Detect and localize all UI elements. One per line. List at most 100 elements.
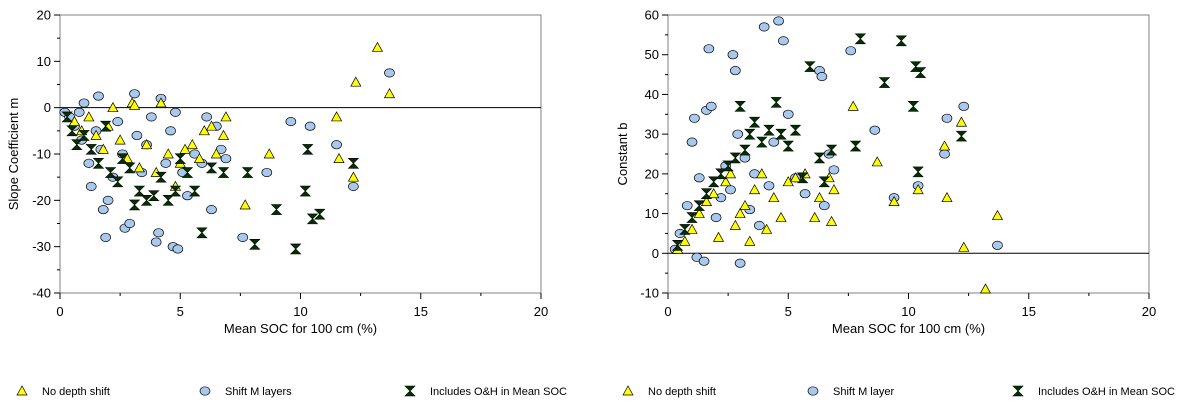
data-point-bowtie <box>748 116 761 128</box>
data-point-circle <box>703 44 715 54</box>
data-point-triangle <box>107 101 119 113</box>
data-point-bowtie <box>955 130 968 142</box>
y-tick-label: 10 <box>645 206 659 221</box>
data-point-bowtie <box>789 124 802 136</box>
y-tick-label: 40 <box>645 87 659 102</box>
data-point-triangle <box>333 152 345 163</box>
series-bowtie <box>61 111 360 255</box>
data-point-circle <box>165 126 176 136</box>
data-point-bowtie <box>314 208 326 220</box>
data-point-triangle <box>756 168 768 179</box>
x-tick-label: 5 <box>785 304 792 319</box>
data-point-bowtie <box>306 213 319 225</box>
data-point-circle <box>799 189 811 199</box>
data-point-triangle <box>938 140 951 151</box>
data-point-bowtie <box>347 157 360 169</box>
data-point-triangle <box>217 129 230 140</box>
data-point-circle <box>939 149 950 159</box>
y-tick-label: -10 <box>32 147 51 162</box>
data-point-circle <box>384 68 395 78</box>
data-point-circle <box>681 201 693 211</box>
data-point-circle <box>100 232 112 242</box>
data-point-circle <box>160 158 172 168</box>
data-point-circle <box>150 237 162 247</box>
data-point-circle <box>331 140 342 150</box>
data-point-circle <box>782 109 794 119</box>
data-point-triangle <box>383 88 396 99</box>
data-point-triangle <box>724 168 737 179</box>
data-point-triangle <box>128 99 141 110</box>
data-point-triangle <box>789 172 802 183</box>
y-tick-label: 20 <box>37 8 51 23</box>
x-tick-label: 20 <box>1142 304 1156 319</box>
data-point-triangle <box>622 385 634 396</box>
data-point-circle <box>693 173 705 183</box>
data-point-circle <box>686 137 698 147</box>
y-tick-label: 60 <box>645 8 659 23</box>
data-point-circle <box>705 101 717 111</box>
data-point-circle <box>727 50 739 60</box>
data-point-bowtie <box>174 153 186 164</box>
y-tick-label: 30 <box>645 127 659 142</box>
data-point-triangle <box>330 111 343 122</box>
plot-area-frame <box>667 14 1150 294</box>
data-point-circle <box>732 129 744 139</box>
data-point-triangle <box>912 184 924 195</box>
data-point-triangle <box>90 129 102 140</box>
data-point-triangle <box>979 283 992 294</box>
data-point-bowtie <box>404 385 416 397</box>
data-point-bowtie <box>92 157 105 169</box>
y-tick-label: 0 <box>652 246 659 261</box>
data-point-triangle <box>748 184 761 195</box>
data-point-circle <box>768 137 780 147</box>
data-point-bowtie <box>693 200 705 211</box>
data-point-bowtie <box>85 144 97 155</box>
data-point-circle <box>261 167 273 178</box>
data-point-bowtie <box>739 144 751 156</box>
y-tick-label: 20 <box>645 166 659 181</box>
data-point-circle <box>818 201 830 211</box>
chart-constant: -10 0 10 20 30 40 50 60 0 5 10 15 20 Mean SOC for 100… <box>615 8 1156 337</box>
data-point-circle <box>102 195 114 205</box>
data-point-bowtie <box>895 35 908 47</box>
data-point-bowtie <box>818 176 831 188</box>
data-point-triangle <box>193 152 206 163</box>
data-point-bowtie <box>686 212 698 223</box>
data-point-triangle <box>958 241 970 252</box>
data-point-triangle <box>888 195 900 207</box>
data-point-bowtie <box>854 33 867 45</box>
data-point-circle <box>778 36 789 46</box>
data-point-bowtie <box>729 152 742 164</box>
data-point-circle <box>689 113 700 123</box>
data-point-circle <box>710 212 722 223</box>
data-point-triangle <box>210 148 222 159</box>
data-point-circle <box>124 218 136 229</box>
data-point-triangle <box>720 176 732 187</box>
data-point-bowtie <box>289 243 302 255</box>
data-point-triangle <box>205 120 218 131</box>
data-point-triangle <box>761 223 773 234</box>
plot-area-frame <box>59 14 542 294</box>
data-point-bowtie <box>99 120 112 132</box>
legend-item: Includes O&H in Mean SOC <box>1012 385 1175 398</box>
series-circle <box>59 68 395 254</box>
legend-item: No depth shift <box>16 385 110 398</box>
y-tick-label: -20 <box>32 193 51 208</box>
data-point-triangle <box>686 223 698 234</box>
data-point-circle <box>83 158 95 168</box>
data-point-circle <box>131 130 143 141</box>
data-point-bowtie <box>249 239 261 250</box>
data-point-triangle <box>708 187 720 199</box>
data-point-bowtie <box>914 67 927 78</box>
legend-label: Shift M layers <box>225 386 292 398</box>
data-point-triangle <box>825 215 838 226</box>
data-point-bowtie <box>66 125 78 137</box>
data-point-triangle <box>371 41 384 52</box>
data-point-circle <box>816 72 828 82</box>
data-point-bowtie <box>744 128 756 140</box>
data-point-circle <box>112 117 124 127</box>
data-point-triangle <box>712 231 725 242</box>
legend-constant: No depth shift Shift M layer Includes O&H … <box>622 385 1175 398</box>
